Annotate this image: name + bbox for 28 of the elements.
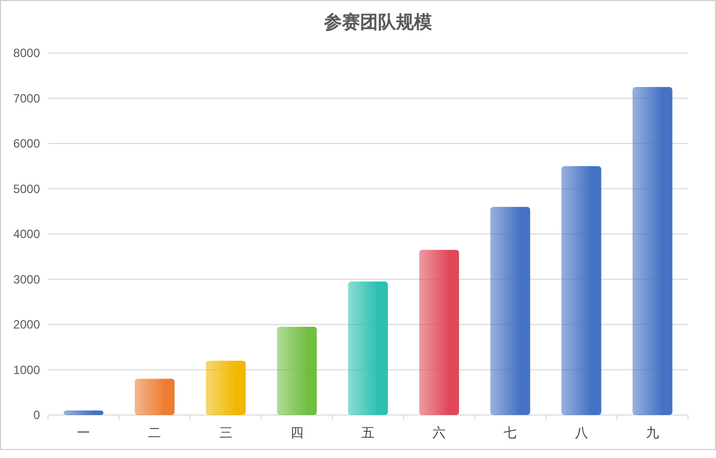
x-tick-label: 三 [219,425,232,440]
bar [490,206,530,415]
y-tick-label: 7000 [13,91,40,106]
bar [206,360,246,415]
chart-title: 参赛团队规模 [323,12,432,32]
bar [561,166,602,415]
y-tick-label: 0 [33,408,40,422]
x-tick-label: 一 [77,425,90,440]
x-tick-label: 二 [148,425,162,440]
y-tick-label: 6000 [13,136,40,150]
bar [632,86,672,415]
y-tick-label: 3000 [13,272,40,286]
y-tick-label: 8000 [13,46,40,60]
x-tick-label: 五 [362,425,374,440]
bar [419,250,460,415]
bar [134,378,175,415]
bar [64,410,104,415]
x-tick-label: 四 [290,425,304,440]
x-tick-label: 六 [432,425,446,440]
y-tick-label: 2000 [13,318,40,332]
bar [276,326,317,415]
y-tick-label: 1000 [13,362,40,377]
x-tick-label: 八 [574,425,588,440]
x-tick-label: 九 [646,425,659,440]
bar [348,282,388,415]
y-tick-label: 4000 [13,227,40,241]
x-tick-label: 七 [504,425,517,440]
y-tick-label: 5000 [13,182,40,196]
